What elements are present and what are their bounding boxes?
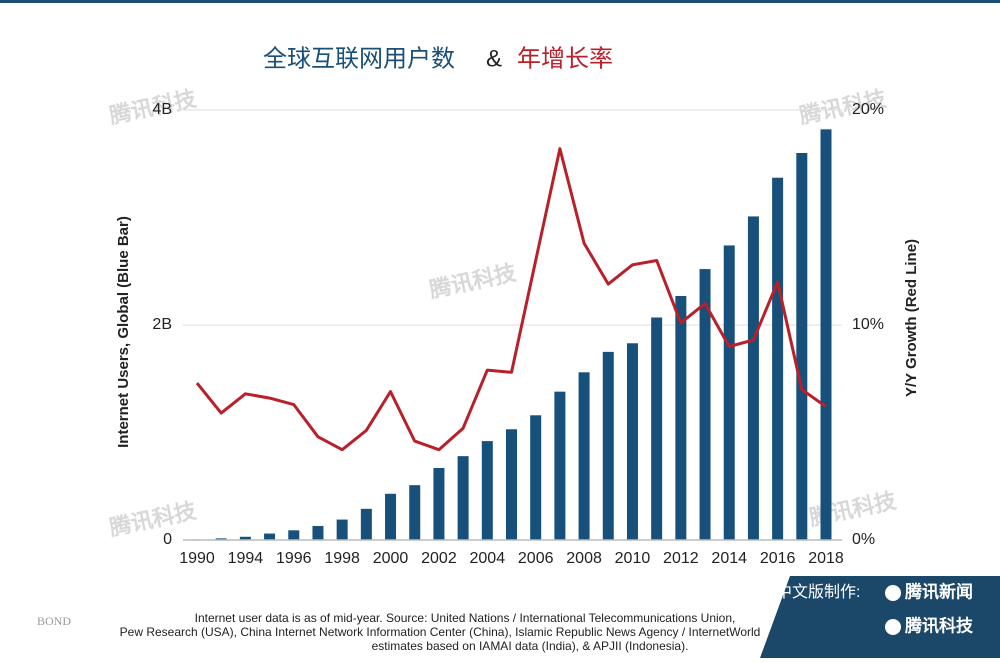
y-tick-label: 2B xyxy=(152,316,172,333)
line xyxy=(195,147,827,452)
bar xyxy=(772,177,784,540)
x-tick-label: 1990 xyxy=(179,550,215,567)
badge-icon xyxy=(885,585,901,601)
y2-tick-label: 20% xyxy=(852,101,884,118)
x-tick-label: 1998 xyxy=(324,550,360,567)
x-tick-label: 2016 xyxy=(760,550,796,567)
x-tick-label: 2010 xyxy=(615,550,651,567)
x-tick-label: 2002 xyxy=(421,550,457,567)
bar xyxy=(699,269,711,540)
top-border xyxy=(0,0,1000,3)
bar xyxy=(433,467,445,540)
badge-bg xyxy=(760,576,1000,658)
x-tick-label: 2000 xyxy=(373,550,409,567)
source-logo: BOND xyxy=(37,614,71,628)
footnote-line: Pew Research (USA), China Internet Netwo… xyxy=(120,625,761,639)
bar xyxy=(481,441,493,540)
bar xyxy=(747,216,759,541)
title-part: 全球互联网用户数 xyxy=(263,45,455,72)
y-axis-label: Internet Users, Global (Blue Bar) xyxy=(115,216,132,448)
badge-brand: 腾讯新闻 xyxy=(905,581,973,601)
x-tick-label: 1996 xyxy=(276,550,312,567)
y2-axis-label: Y/Y Growth (Red Line) xyxy=(903,239,920,397)
y-tick-label: 4B xyxy=(152,101,172,118)
x-tick-label: 2006 xyxy=(518,550,554,567)
bar xyxy=(723,245,735,540)
bar xyxy=(288,530,300,540)
bar xyxy=(457,456,469,540)
footnote-line: estimates based on IAMAI data (India), &… xyxy=(372,639,689,653)
footnote-line: Internet user data is as of mid-year. So… xyxy=(195,611,736,625)
bar xyxy=(336,519,348,540)
bar xyxy=(602,351,614,540)
bar xyxy=(530,415,542,540)
bar xyxy=(578,372,590,540)
watermark: 腾讯科技 xyxy=(427,260,519,303)
x-tick-label: 2012 xyxy=(663,550,699,567)
bar xyxy=(312,526,324,540)
bar xyxy=(554,391,566,540)
badge-label: 中文版制作: xyxy=(776,583,860,601)
badge-brand: 腾讯科技 xyxy=(905,615,974,635)
bar xyxy=(409,485,421,540)
bar xyxy=(239,536,251,540)
chart-title: 全球互联网用户数 & 年增长率 xyxy=(263,45,613,72)
bar xyxy=(651,317,663,540)
badge-icon xyxy=(885,619,901,635)
x-tick-label: 2014 xyxy=(711,550,747,567)
badge: 中文版制作: 腾讯新闻 腾讯科技 xyxy=(760,576,1000,658)
bar xyxy=(215,538,227,540)
bar xyxy=(264,533,276,540)
title-part: & xyxy=(486,45,502,72)
bar xyxy=(675,295,687,540)
y2-tick-label: 10% xyxy=(852,316,884,333)
bar xyxy=(385,493,397,540)
y-tick-label: 0 xyxy=(163,531,172,548)
x-tick-label: 1994 xyxy=(228,550,264,567)
x-tick-label: 2018 xyxy=(808,550,844,567)
bar xyxy=(360,508,372,540)
watermark: 腾讯科技 xyxy=(107,498,199,541)
bar xyxy=(506,429,517,540)
x-tick-label: 2004 xyxy=(470,550,506,567)
plot-area: 0 2B 4B 0% 10% 20% 1990 1994 1996 1998 2000 2002 200… xyxy=(152,101,884,567)
title-part: 年增长率 xyxy=(517,45,613,72)
x-tick-label: 2008 xyxy=(566,550,602,567)
y2-tick-label: 0% xyxy=(852,531,875,548)
bar xyxy=(626,343,638,540)
bar xyxy=(820,129,832,540)
footnote: Internet user data is as of mid-year. So… xyxy=(120,611,761,653)
bar xyxy=(796,153,808,540)
